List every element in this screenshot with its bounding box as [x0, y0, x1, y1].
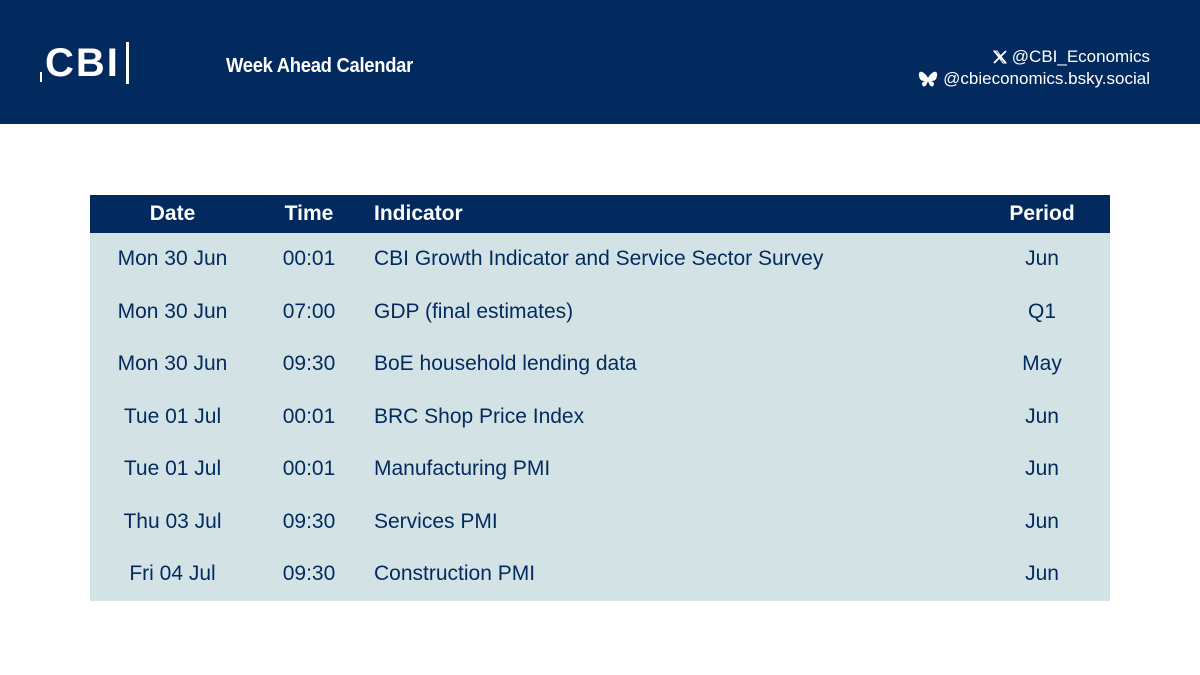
cell-date: Thu 03 Jul: [123, 509, 222, 533]
table-header-row: Date Time Indicator Period: [90, 195, 1110, 233]
cell-period: Jun: [1025, 404, 1059, 428]
cell-time: 00:01: [282, 247, 336, 271]
calendar-table-container: Date Time Indicator Period Mon 30 Jun 00…: [90, 195, 1110, 601]
cell-period: Jun: [1025, 457, 1059, 481]
cell-period: May: [1022, 352, 1062, 376]
table-row: Thu 03 Jul 09:30 Services PMI Jun: [90, 495, 1110, 548]
cbi-logo: CBI: [40, 40, 129, 86]
social-handles: @CBI_Economics @cbieconomics.bsky.social: [918, 46, 1150, 90]
cell-time: 07:00: [282, 299, 336, 323]
table-row: Mon 30 Jun 00:01 CBI Growth Indicator an…: [90, 233, 1110, 286]
cell-date: Mon 30 Jun: [117, 352, 228, 376]
cell-indicator: Manufacturing PMI: [374, 457, 551, 481]
header-banner: CBI Week Ahead Calendar @CBI_Economics @…: [0, 0, 1200, 124]
cell-date: Fri 04 Jul: [129, 562, 216, 586]
cell-indicator: Construction PMI: [374, 562, 536, 586]
column-header-period: Period: [1009, 202, 1075, 225]
column-header-indicator: Indicator: [374, 202, 463, 225]
cell-indicator: BRC Shop Price Index: [374, 404, 585, 428]
cell-time: 09:30: [282, 509, 336, 533]
x-handle-row[interactable]: @CBI_Economics: [918, 46, 1150, 68]
logo-bar: [125, 42, 129, 84]
table-row: Fri 04 Jul 09:30 Construction PMI Jun: [90, 548, 1110, 601]
calendar-table: Date Time Indicator Period Mon 30 Jun 00…: [90, 195, 1110, 601]
cell-date: Mon 30 Jun: [117, 247, 228, 271]
cell-indicator: BoE household lending data: [374, 352, 637, 376]
logo-tick-mark: [40, 72, 42, 82]
column-header-time: Time: [284, 202, 334, 225]
cell-time: 00:01: [282, 404, 336, 428]
cell-time: 09:30: [282, 352, 336, 376]
x-handle: @CBI_Economics: [1011, 47, 1150, 66]
cell-indicator: Services PMI: [374, 509, 498, 533]
bluesky-handle: @cbieconomics.bsky.social: [943, 69, 1150, 88]
bluesky-handle-row[interactable]: @cbieconomics.bsky.social: [918, 68, 1150, 90]
logo-text: CBI: [45, 41, 120, 85]
cell-time: 09:30: [282, 562, 336, 586]
cell-date: Tue 01 Jul: [123, 404, 222, 428]
cell-period: Jun: [1025, 562, 1059, 586]
page-title: Week Ahead Calendar: [226, 55, 414, 77]
cell-period: Jun: [1025, 247, 1059, 271]
x-logo-icon: [992, 50, 1007, 64]
cell-period: Jun: [1025, 509, 1059, 533]
table-row: Tue 01 Jul 00:01 Manufacturing PMI Jun: [90, 443, 1110, 496]
table-row: Mon 30 Jun 09:30 BoE household lending d…: [90, 338, 1110, 391]
cell-date: Tue 01 Jul: [123, 457, 222, 481]
column-header-date: Date: [149, 202, 196, 225]
butterfly-icon: [918, 71, 938, 88]
cell-indicator: GDP (final estimates): [374, 299, 574, 323]
cell-indicator: CBI Growth Indicator and Service Sector …: [374, 247, 824, 271]
cell-time: 00:01: [282, 457, 336, 481]
cell-period: Q1: [1027, 299, 1056, 323]
table-row: Tue 01 Jul 00:01 BRC Shop Price Index Ju…: [90, 390, 1110, 443]
table-row: Mon 30 Jun 07:00 GDP (final estimates) Q…: [90, 285, 1110, 338]
cell-date: Mon 30 Jun: [117, 299, 228, 323]
